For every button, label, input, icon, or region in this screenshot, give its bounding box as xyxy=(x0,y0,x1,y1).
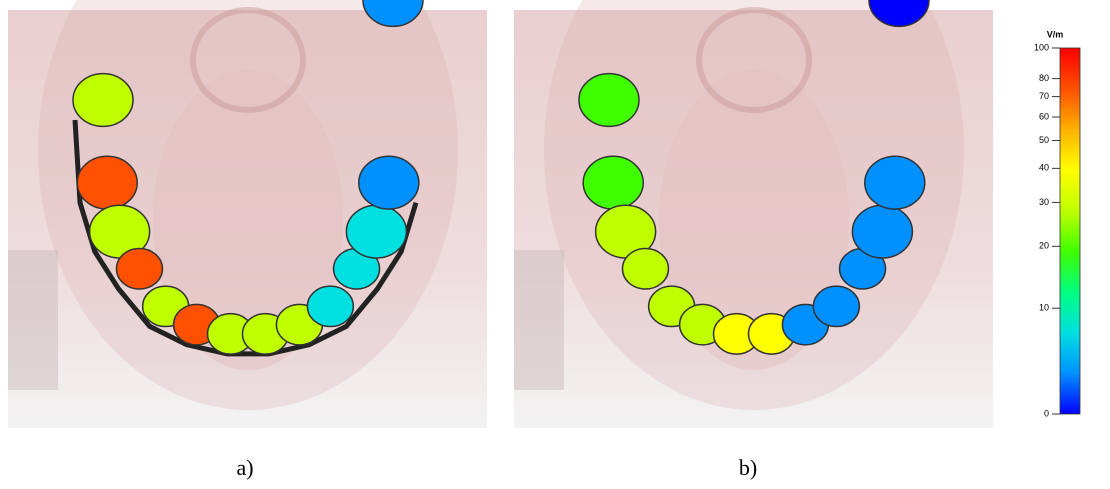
tongue xyxy=(153,70,343,370)
tooth xyxy=(72,72,134,128)
side-object xyxy=(514,250,564,390)
tooth xyxy=(76,155,138,210)
tooth xyxy=(851,204,914,259)
side-object xyxy=(8,250,58,390)
tongue xyxy=(659,70,849,370)
colorbar xyxy=(1059,47,1081,415)
panel-label: b) xyxy=(739,455,757,480)
panel-label: a) xyxy=(236,455,253,480)
tick-label: 40 xyxy=(1039,163,1049,173)
tooth xyxy=(306,285,355,328)
tick-label: 50 xyxy=(1039,135,1049,145)
jaw xyxy=(696,7,812,113)
tooth xyxy=(362,0,424,28)
tick-label: 20 xyxy=(1039,241,1049,251)
tooth xyxy=(812,285,861,328)
panel-a xyxy=(8,0,487,428)
tick-label: 100 xyxy=(1034,42,1049,52)
tick-label: 30 xyxy=(1039,197,1049,207)
tick-label: 70 xyxy=(1039,91,1049,101)
tick-label: 80 xyxy=(1039,73,1049,83)
jaw xyxy=(190,7,306,113)
tooth xyxy=(358,155,420,210)
tooth xyxy=(868,0,930,28)
tooth xyxy=(578,72,640,128)
tooth xyxy=(864,155,926,210)
tick-label: 0 xyxy=(1044,408,1049,418)
tooth xyxy=(582,155,644,210)
tooth xyxy=(345,204,408,259)
panel-b xyxy=(514,0,993,428)
tooth xyxy=(621,247,670,290)
tooth xyxy=(115,247,164,290)
colorbar-unit: V/m xyxy=(1047,29,1064,39)
tick-label: 60 xyxy=(1039,111,1049,121)
tick-label: 10 xyxy=(1039,303,1049,313)
